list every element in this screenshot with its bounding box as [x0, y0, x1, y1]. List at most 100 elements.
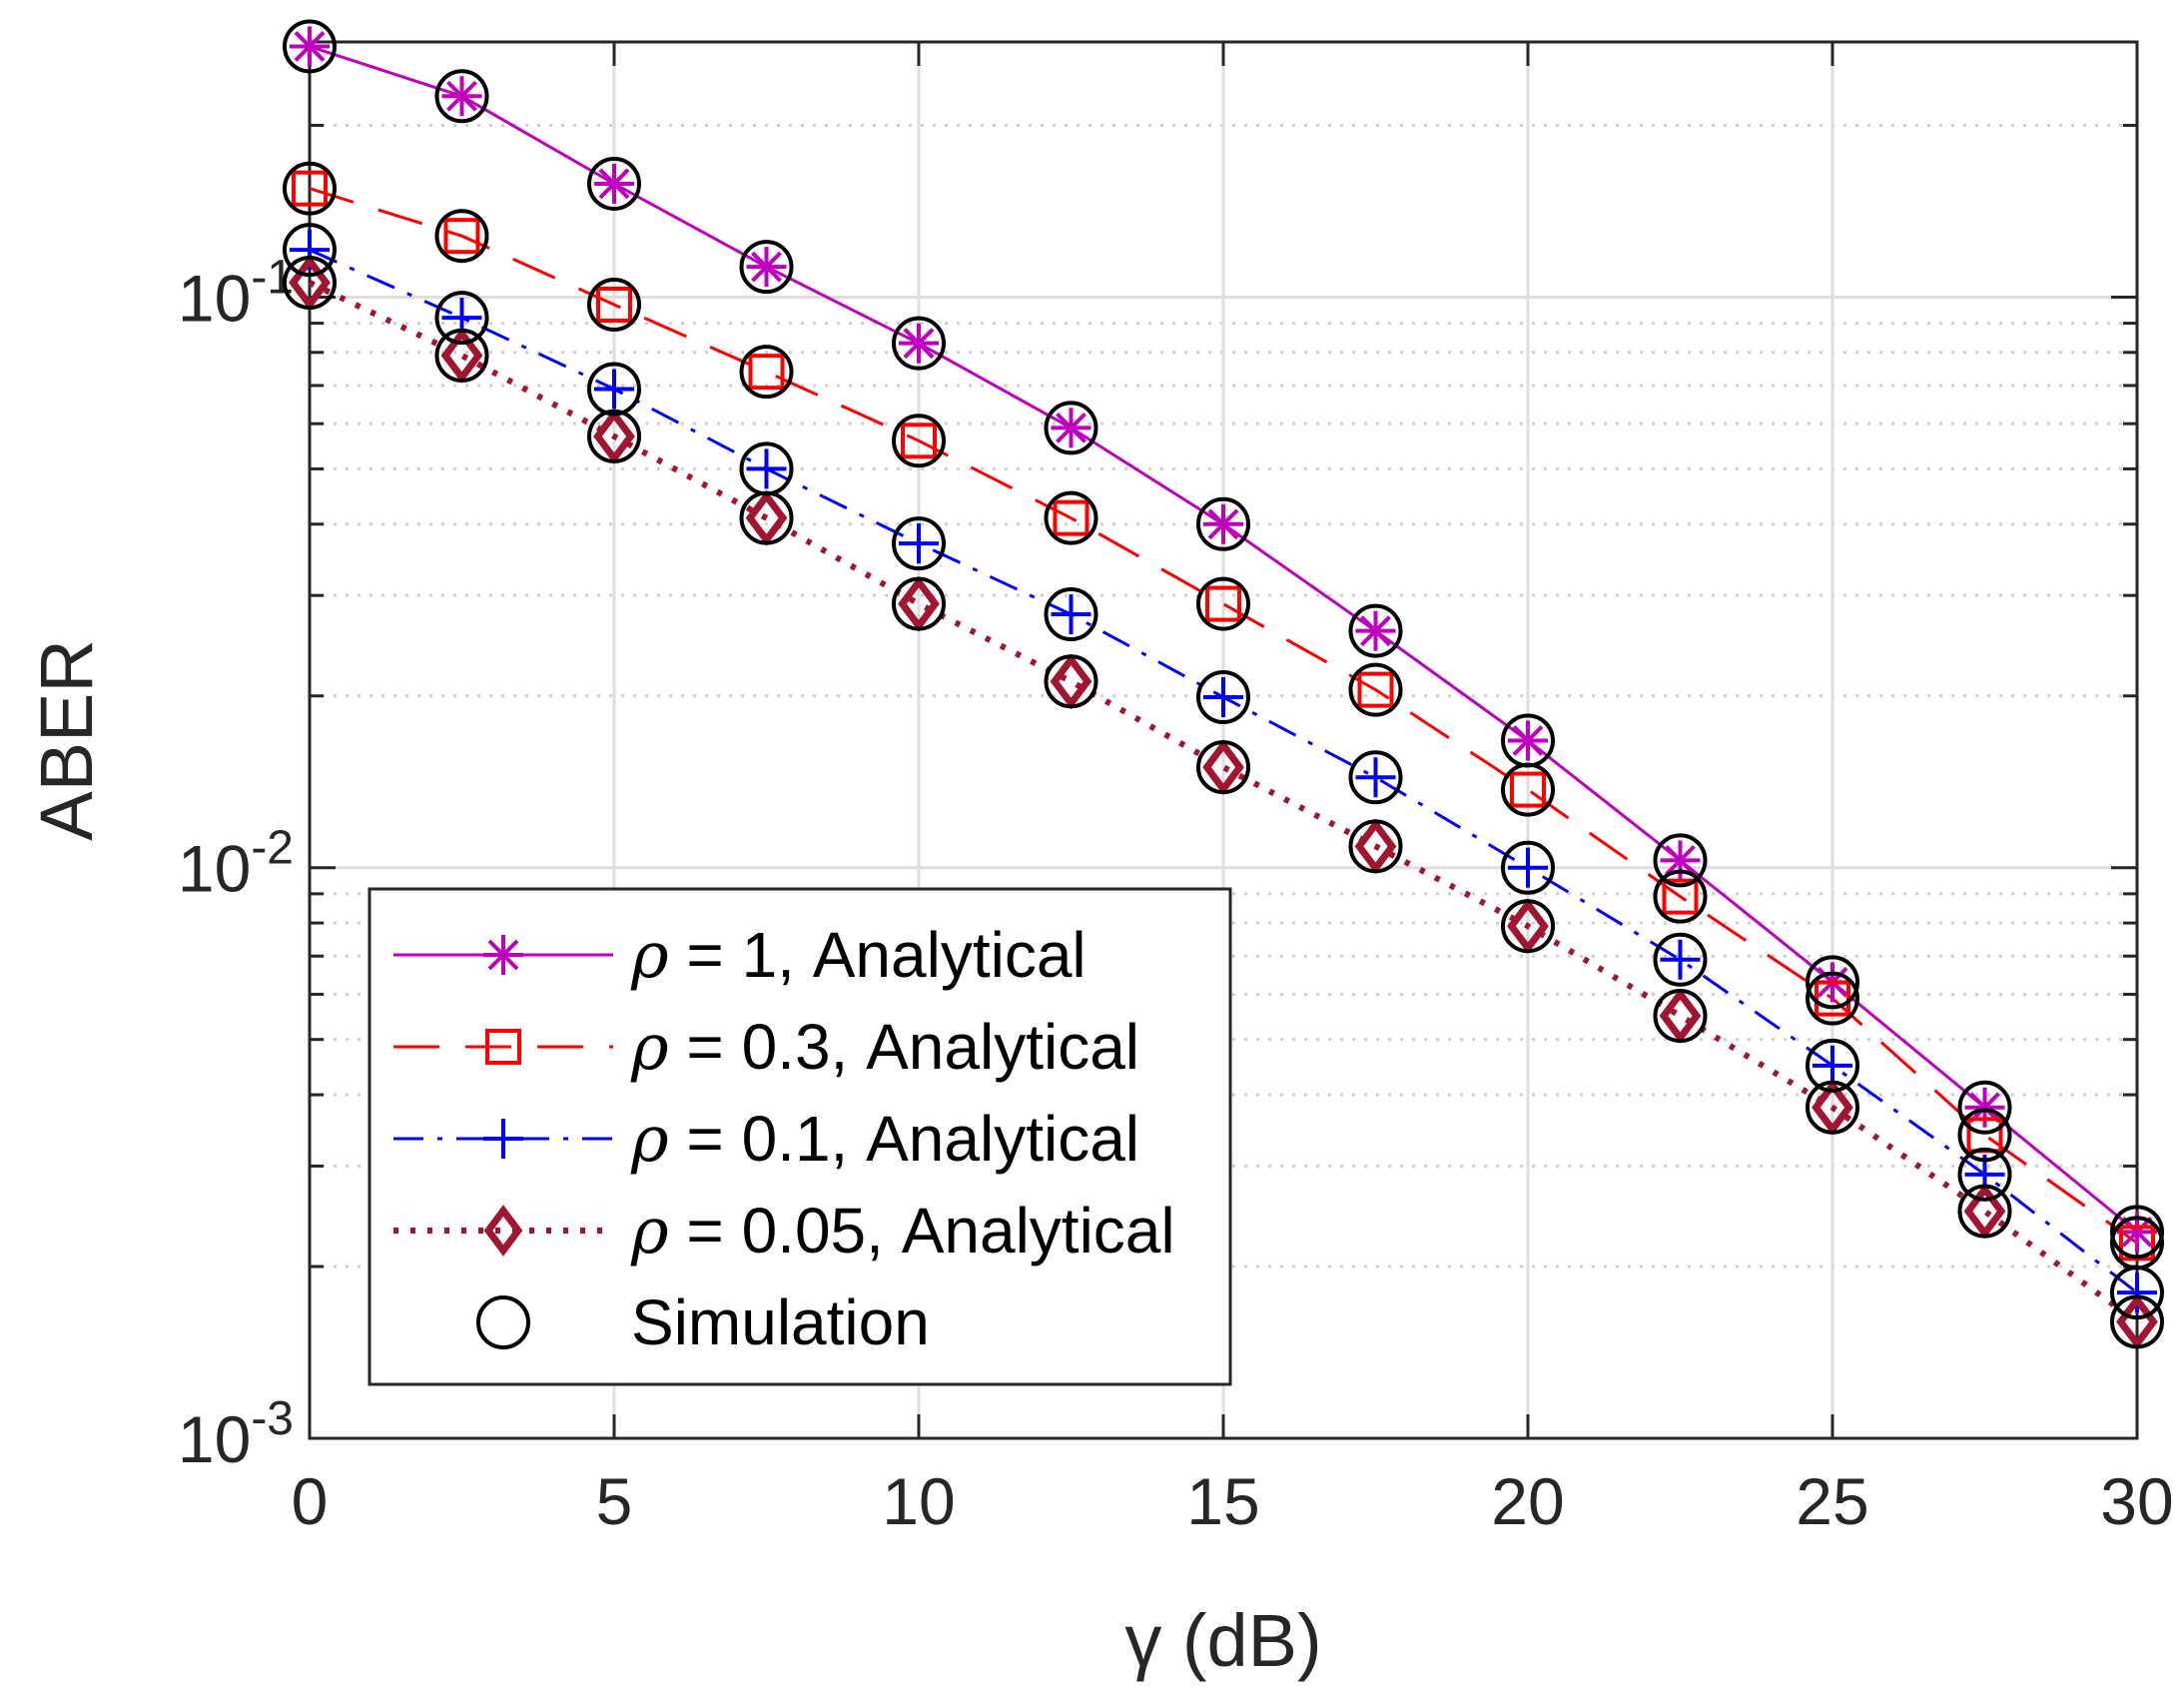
simulation-point — [1348, 819, 1403, 874]
series-1-point-shape — [443, 218, 480, 255]
simulation-point-shape — [1196, 740, 1250, 795]
simulation-point-shape — [587, 362, 641, 417]
series-3-point — [440, 328, 483, 384]
simulation-point-shape — [1044, 654, 1098, 709]
series-1-point — [748, 354, 785, 391]
simulation-point-shape — [1348, 819, 1403, 874]
y-axis-label: ABER — [25, 639, 108, 841]
series-0-point — [899, 323, 939, 364]
simulation-point-shape — [1957, 1147, 2012, 1202]
series-0-point — [1051, 408, 1092, 448]
simulation-point-shape — [1196, 576, 1250, 631]
legend-marker — [483, 1205, 523, 1257]
series-0-point-stroke — [751, 251, 782, 283]
simulation-point — [283, 255, 337, 310]
series-0-point — [441, 76, 482, 117]
simulation-point — [1348, 750, 1403, 805]
simulation-point — [1348, 603, 1403, 658]
legend-marker — [483, 1119, 523, 1159]
series-0-point — [1203, 503, 1243, 544]
legend-marker-shape — [483, 1205, 523, 1257]
x-tick-label: 5 — [596, 1464, 633, 1538]
simulation-point-shape — [1044, 490, 1098, 545]
tick-labels: 0 5 10 15 20 25 30 10-1 10-2 10-3 — [178, 251, 2174, 1538]
series-1-point — [901, 423, 937, 459]
simulation-point — [434, 328, 489, 383]
simulation-point — [587, 362, 641, 417]
series-0-point-stroke — [1360, 615, 1391, 647]
series-3-point — [1659, 988, 1702, 1044]
simulation-point — [1957, 1147, 2012, 1202]
legend-marker — [476, 1295, 530, 1349]
series-0-point — [290, 26, 330, 67]
series-1-point — [1205, 585, 1241, 622]
series-3-point — [593, 409, 635, 464]
series-3-point-shape — [1659, 988, 1702, 1044]
series-2-point — [1203, 676, 1243, 717]
series-1-point — [1357, 671, 1394, 708]
simulation-point — [1501, 899, 1555, 954]
simulation-point-shape — [1348, 662, 1403, 717]
simulation-point-shape — [587, 278, 641, 333]
series-markers — [289, 26, 2158, 1350]
legend-item: ρ = 1, Analytical — [393, 919, 1087, 993]
series-3-point — [898, 575, 940, 632]
legend-marker-shape — [485, 1029, 521, 1065]
legend-label: Simulation — [631, 1286, 930, 1358]
series-1-point — [292, 170, 328, 207]
series-0-point — [1355, 610, 1396, 651]
legend: ρ = 1, Analytical ρ = 0.3, Analytical ρ = … — [367, 887, 1232, 1386]
simulation-point — [1806, 971, 1859, 1026]
simulation-point — [1957, 1080, 2012, 1135]
simulation-point-shape — [2110, 1294, 2164, 1349]
series-2-point — [899, 523, 939, 564]
series-1-point-shape — [1053, 499, 1090, 536]
simulation-point — [434, 291, 489, 346]
simulation-point-shape — [1806, 1038, 1859, 1093]
series-3-point — [1963, 1183, 2006, 1240]
simulation-point — [2110, 1205, 2164, 1260]
simulation-point — [1957, 1108, 2012, 1163]
series-0-point-stroke — [1207, 508, 1239, 540]
legend-label: ρ = 0.3, Analytical — [630, 1011, 1139, 1085]
simulation-point — [1196, 496, 1250, 551]
simulation-point-shape — [2110, 1266, 2164, 1320]
simulation-point-shape — [2110, 1205, 2164, 1260]
series-3-point-shape — [1812, 1079, 1853, 1136]
simulation-point — [1044, 401, 1098, 455]
simulation-point — [1806, 955, 1859, 1010]
legend-marker-stroke — [487, 939, 519, 971]
simulation-point — [1044, 490, 1098, 545]
simulation-point-shape — [1501, 899, 1555, 954]
series-1-point — [1662, 878, 1699, 915]
series-1-point-shape — [748, 354, 785, 391]
series-1-point-shape — [1815, 980, 1850, 1017]
series-0-point-stroke — [598, 168, 630, 200]
series-1-point — [1815, 980, 1850, 1017]
series-0-point-stroke — [294, 31, 326, 62]
series-1-point — [2119, 1225, 2155, 1262]
series-1-point-shape — [2119, 1225, 2155, 1262]
simulation-point — [1501, 840, 1555, 895]
series-3-point-shape — [593, 409, 635, 464]
simulation-point-shape — [434, 328, 489, 383]
simulation-point-shape — [1806, 971, 1859, 1026]
series-3-point-shape — [1050, 653, 1092, 710]
simulation-point — [892, 414, 946, 468]
series-1-point-shape — [596, 287, 632, 324]
series-0-point-stroke — [2121, 1216, 2153, 1248]
x-tick-label: 30 — [2100, 1464, 2173, 1538]
simulation-point-shape — [1653, 989, 1708, 1044]
series-0-point-stroke — [903, 328, 935, 360]
simulation-point-shape — [1348, 750, 1403, 805]
series-1-point — [596, 287, 632, 324]
simulation-point — [1653, 932, 1708, 987]
x-tick-label: 20 — [1491, 1464, 1564, 1538]
simulation-point — [1501, 762, 1555, 817]
simulation-point-shape — [1348, 603, 1403, 658]
series-0-point — [1508, 720, 1548, 761]
simulation-point-shape — [892, 576, 946, 631]
series-3-point — [745, 489, 788, 546]
series-3-point-shape — [1963, 1183, 2006, 1240]
simulation-point — [892, 516, 946, 571]
